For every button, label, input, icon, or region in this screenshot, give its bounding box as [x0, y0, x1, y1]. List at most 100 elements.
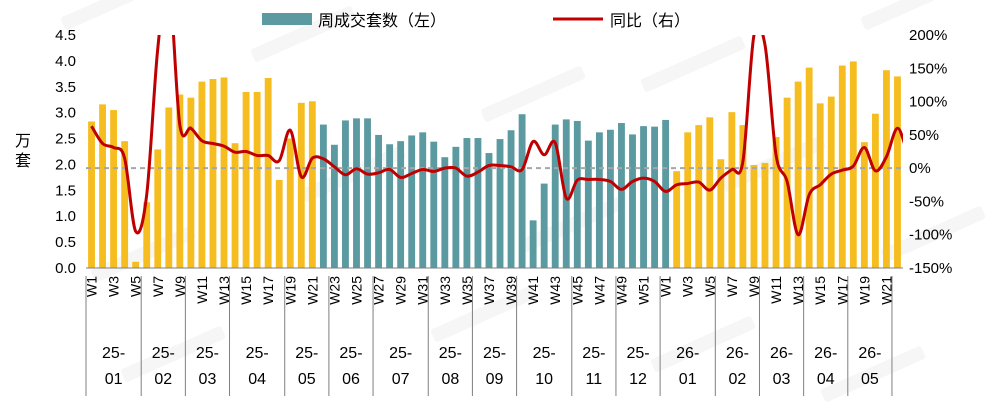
bar — [496, 139, 504, 268]
month-label: 25- — [152, 345, 175, 362]
x-tick-label: W1 — [84, 276, 100, 297]
y-left-tick-label: 4.0 — [55, 53, 76, 70]
bar — [253, 91, 261, 268]
bar — [452, 146, 460, 268]
month-label: 26- — [858, 345, 881, 362]
month-label: 25- — [626, 345, 649, 362]
bar — [838, 65, 846, 268]
bar — [772, 137, 780, 268]
y-axis-label-char-2: 套 — [15, 151, 31, 170]
bar — [165, 107, 173, 268]
y-left-tick-label: 3.0 — [55, 105, 76, 122]
bar — [209, 79, 217, 268]
bar — [595, 132, 603, 268]
bar — [154, 149, 162, 268]
bar — [871, 113, 879, 268]
y-left-tick-label: 2.0 — [55, 156, 76, 173]
bar — [353, 118, 360, 269]
x-tick-label: W7 — [150, 276, 166, 297]
y-right-tick-label: 0% — [909, 160, 931, 177]
bar — [640, 126, 647, 268]
bar — [728, 112, 736, 268]
x-tick-label: W7 — [724, 276, 740, 297]
x-tick-label: W19 — [856, 276, 872, 305]
month-label: 25- — [102, 345, 125, 362]
bar — [827, 96, 835, 268]
bar — [319, 124, 327, 268]
month-label: 09 — [486, 371, 504, 388]
x-tick-label: W5 — [128, 276, 144, 297]
month-label: 26- — [676, 345, 699, 362]
bar — [397, 141, 405, 268]
y-right-tick-label: -150% — [909, 260, 952, 277]
bar — [607, 129, 614, 268]
yoy-line — [90, 35, 903, 237]
month-label: 01 — [679, 371, 697, 388]
bar — [286, 138, 294, 268]
x-tick-label: W5 — [702, 276, 718, 297]
x-tick-label: W3 — [680, 276, 696, 297]
x-tick-label: W17 — [834, 276, 850, 305]
bar — [441, 157, 449, 268]
bar — [187, 97, 195, 268]
month-label: 05 — [298, 371, 316, 388]
x-tick-label: W21 — [878, 276, 894, 305]
bar — [297, 102, 305, 268]
y-left-tick-label: 1.5 — [55, 182, 76, 199]
y-axis-label-char-1: 万 — [15, 131, 31, 150]
bar — [794, 81, 802, 268]
bar — [750, 164, 758, 268]
x-tick-label: W15 — [812, 276, 828, 305]
bar — [529, 220, 537, 268]
bar — [651, 126, 659, 268]
bar — [408, 135, 416, 268]
month-label: 25- — [533, 345, 556, 362]
x-tick-label: W49 — [614, 276, 630, 305]
y-left-tick-label: 0.0 — [55, 260, 76, 277]
month-label: 12 — [629, 371, 647, 388]
bar — [88, 121, 95, 268]
bar — [507, 130, 515, 268]
bar — [143, 202, 151, 268]
y-left-tick-label: 4.5 — [55, 27, 76, 44]
month-label: 25- — [483, 345, 506, 362]
x-axis: W1 W3 W5 W7 W9 W11 W13 W15 W17 W19 W21 W23 W25 W27 W29… — [84, 267, 903, 305]
watermark-mark — [480, 65, 586, 123]
legend: 周成交套数（左） 同比（右） — [262, 11, 690, 30]
bar — [132, 261, 140, 268]
bar — [618, 123, 625, 269]
y-left-tick-label: 3.5 — [55, 79, 76, 96]
legend-bar-label: 周成交套数（左） — [318, 11, 446, 30]
bar — [860, 142, 868, 268]
bar — [673, 171, 681, 268]
bar — [99, 104, 106, 268]
x-tick-label: W47 — [591, 276, 607, 305]
x-tick-label: W51 — [636, 276, 652, 305]
bar — [684, 132, 692, 268]
x-tick-label: W3 — [106, 276, 122, 297]
legend-line-label: 同比（右） — [610, 11, 690, 30]
bar — [463, 138, 471, 268]
month-label: 03 — [773, 371, 791, 388]
bar — [308, 101, 316, 268]
y-right-tick-label: -50% — [909, 193, 944, 210]
x-tick-label: W39 — [503, 276, 519, 305]
x-tick-label: W15 — [238, 276, 254, 305]
bar — [739, 125, 747, 269]
month-label: 04 — [817, 371, 835, 388]
month-label: 25- — [196, 345, 219, 362]
bar — [573, 120, 581, 268]
month-label: 26- — [726, 345, 749, 362]
bar — [717, 159, 725, 268]
x-tick-label: W23 — [326, 276, 342, 305]
y-left-tick-label: 1.0 — [55, 208, 76, 225]
month-label: 11 — [586, 371, 603, 388]
x-tick-label: W13 — [790, 276, 806, 305]
month-label: 25- — [339, 345, 362, 362]
x-tick-label: W19 — [282, 276, 298, 305]
bar — [121, 141, 129, 268]
x-tick-label: W31 — [415, 276, 431, 305]
y-right-tick-label: -100% — [909, 227, 952, 244]
x-tick-label: W33 — [437, 276, 453, 305]
